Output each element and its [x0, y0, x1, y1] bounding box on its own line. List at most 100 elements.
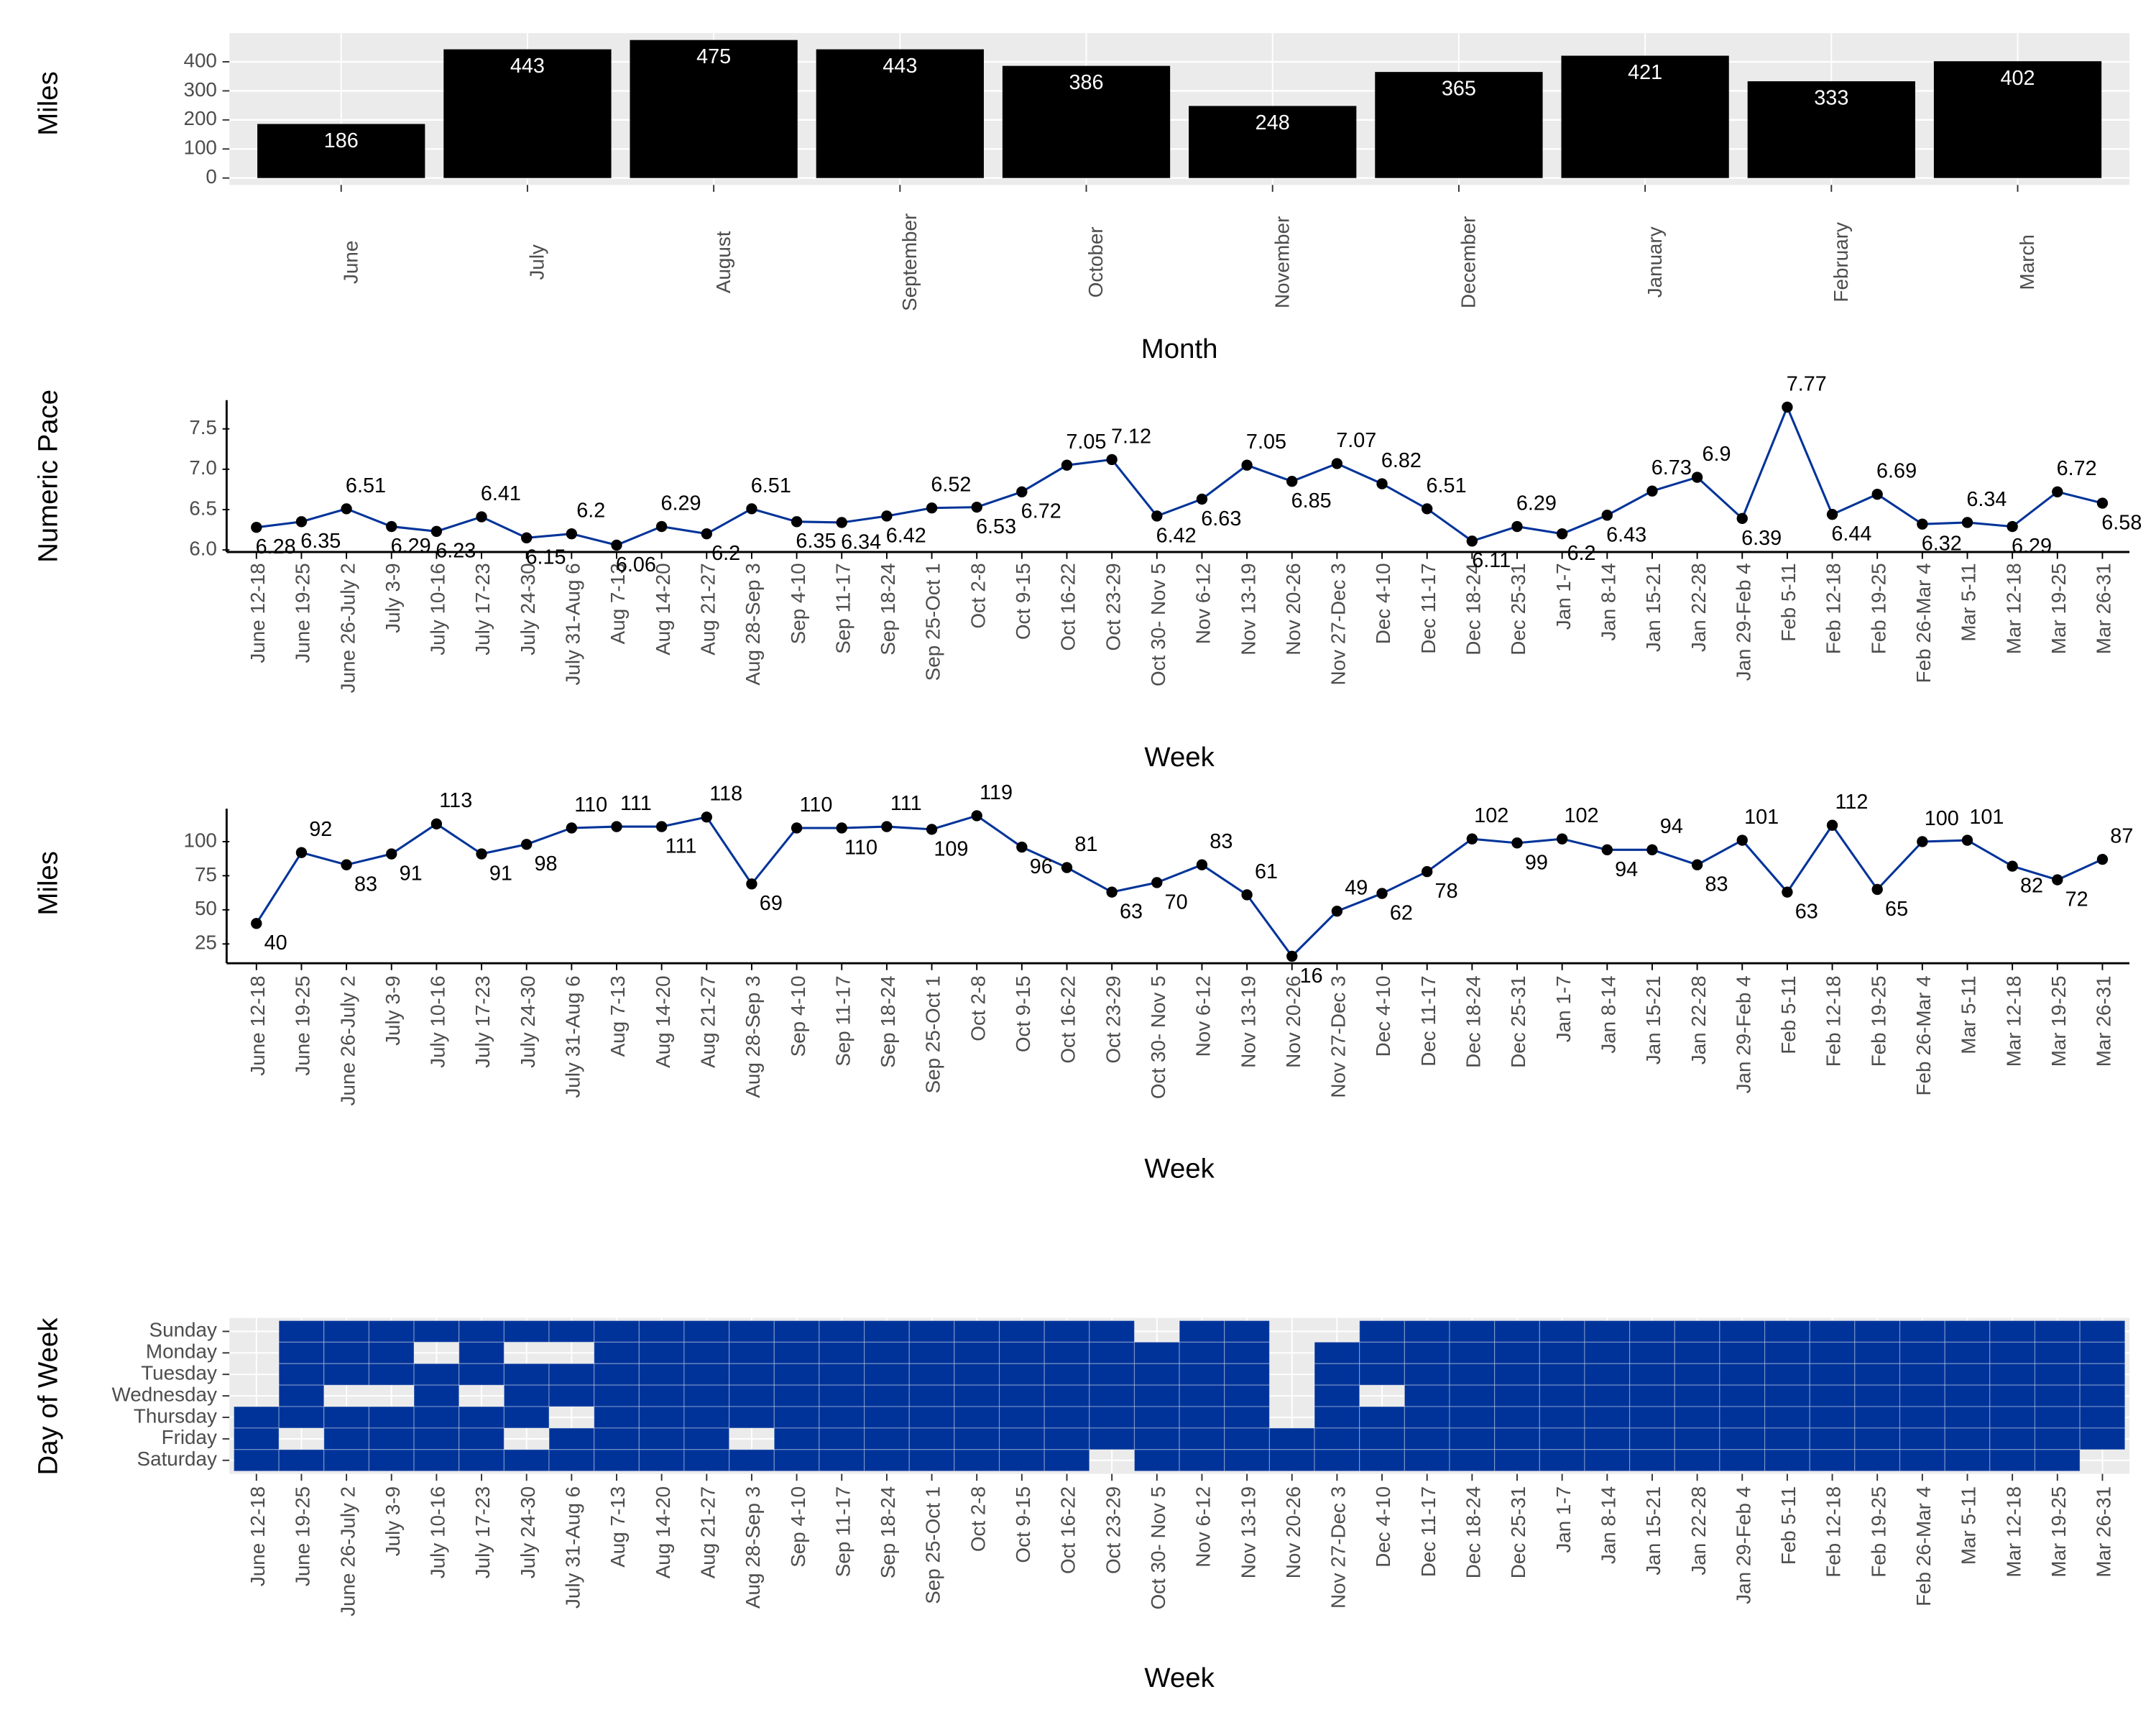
tile — [1809, 1449, 1856, 1472]
x-tick-label: Dec 25-31 — [1507, 975, 1529, 1067]
x-tick-label: Oct 2-8 — [967, 1486, 989, 1552]
point — [1691, 472, 1703, 483]
x-tick-label: Jan 22-28 — [1687, 975, 1710, 1064]
tile — [638, 1406, 685, 1429]
tile — [1179, 1449, 1225, 1472]
tile — [278, 1341, 325, 1364]
x-tick-label: July 24-30 — [517, 563, 539, 655]
data-label: 6.42 — [886, 524, 926, 547]
point — [746, 503, 757, 515]
data-label: 6.82 — [1381, 449, 1422, 472]
data-label: 110 — [800, 794, 833, 816]
data-label: 443 — [883, 55, 917, 78]
point — [295, 516, 308, 528]
tile — [908, 1406, 955, 1429]
tile — [1089, 1384, 1135, 1407]
x-tick-label: Oct 30- Nov 5 — [1147, 563, 1169, 686]
point — [1331, 458, 1343, 469]
tile — [1359, 1406, 1405, 1429]
x-tick-label: Feb 19-25 — [1867, 1486, 1889, 1578]
tile — [1539, 1363, 1585, 1386]
x-tick-label: July 3-9 — [382, 1486, 404, 1556]
y-tick-label: 6.0 — [189, 537, 217, 559]
data-label: 6.35 — [300, 530, 341, 553]
tile — [998, 1384, 1045, 1407]
tile — [1989, 1341, 2036, 1364]
x-tick-label: Jan 22-28 — [1687, 563, 1710, 652]
tile — [1179, 1363, 1225, 1386]
x-tick-label: Sep 18-24 — [877, 975, 899, 1067]
tile — [1944, 1449, 1991, 1472]
tile — [1854, 1427, 1901, 1450]
data-label: 6.23 — [436, 540, 476, 563]
tile — [1449, 1406, 1496, 1429]
tile — [1089, 1341, 1135, 1364]
tile — [1719, 1427, 1766, 1450]
bar — [1747, 81, 1915, 178]
x-tick-label: Dec 18-24 — [1462, 975, 1485, 1067]
tile — [548, 1384, 595, 1407]
point — [1241, 889, 1253, 901]
tile — [1584, 1341, 1631, 1364]
data-label: 6.29 — [1516, 492, 1557, 515]
data-label: 6.15 — [526, 546, 566, 569]
tile — [1314, 1427, 1360, 1450]
point — [1511, 837, 1523, 849]
x-tick-label: July 17-23 — [471, 1486, 494, 1578]
point — [1151, 877, 1163, 888]
data-label: 6.35 — [796, 530, 836, 553]
data-label: 101 — [1744, 806, 1779, 829]
tile — [1494, 1449, 1540, 1472]
x-tick-label: Feb 5-11 — [1777, 563, 1800, 641]
tile — [1764, 1384, 1810, 1407]
data-label: 110 — [844, 836, 877, 859]
tile — [1133, 1427, 1180, 1450]
x-axis-title: Week — [1144, 742, 1215, 773]
x-tick-label: Mar 12-18 — [2002, 975, 2024, 1067]
tile — [1179, 1320, 1225, 1343]
x-tick-label: Oct 2-8 — [967, 975, 989, 1041]
tile — [1089, 1320, 1135, 1343]
x-tick-label: Dec 11-17 — [1417, 975, 1439, 1066]
tile — [368, 1449, 415, 1472]
x-tick-label: Feb 26-Mar 4 — [1912, 975, 1935, 1095]
x-tick-label: Jan 29-Feb 4 — [1732, 1486, 1754, 1604]
tile — [954, 1427, 1000, 1450]
x-tick-label: August — [712, 231, 734, 293]
data-label: 113 — [439, 789, 472, 812]
point — [701, 811, 712, 823]
tile — [683, 1363, 730, 1386]
tile — [278, 1363, 325, 1386]
y-tick-label: 6.5 — [189, 497, 217, 519]
tile — [773, 1384, 820, 1407]
y-tick-label: Monday — [146, 1340, 217, 1363]
tile — [954, 1449, 1000, 1472]
tile — [1089, 1406, 1135, 1429]
tile — [1764, 1363, 1810, 1386]
tile — [1539, 1449, 1585, 1472]
tile — [908, 1449, 955, 1472]
data-label: 112 — [1835, 791, 1868, 814]
y-tick-label: 200 — [183, 107, 216, 129]
data-label: 6.85 — [1291, 489, 1332, 512]
x-tick-label: Aug 7-13 — [607, 1486, 629, 1568]
tile — [413, 1406, 460, 1429]
x-tick-label: Sep 25-Oct 1 — [922, 975, 944, 1093]
tile — [773, 1449, 820, 1472]
data-label: 78 — [1435, 880, 1458, 903]
point — [611, 821, 622, 832]
tile — [1764, 1427, 1810, 1450]
point — [566, 528, 578, 540]
tile — [1224, 1406, 1270, 1429]
tile — [1944, 1363, 1991, 1386]
tile — [1854, 1363, 1901, 1386]
data-label: 7.12 — [1111, 425, 1151, 448]
tile — [1179, 1341, 1225, 1364]
tile — [1674, 1449, 1720, 1472]
tile — [1584, 1449, 1631, 1472]
tile — [1224, 1384, 1270, 1407]
data-label: 6.51 — [1427, 474, 1467, 497]
tile — [908, 1320, 955, 1343]
point — [386, 520, 397, 533]
